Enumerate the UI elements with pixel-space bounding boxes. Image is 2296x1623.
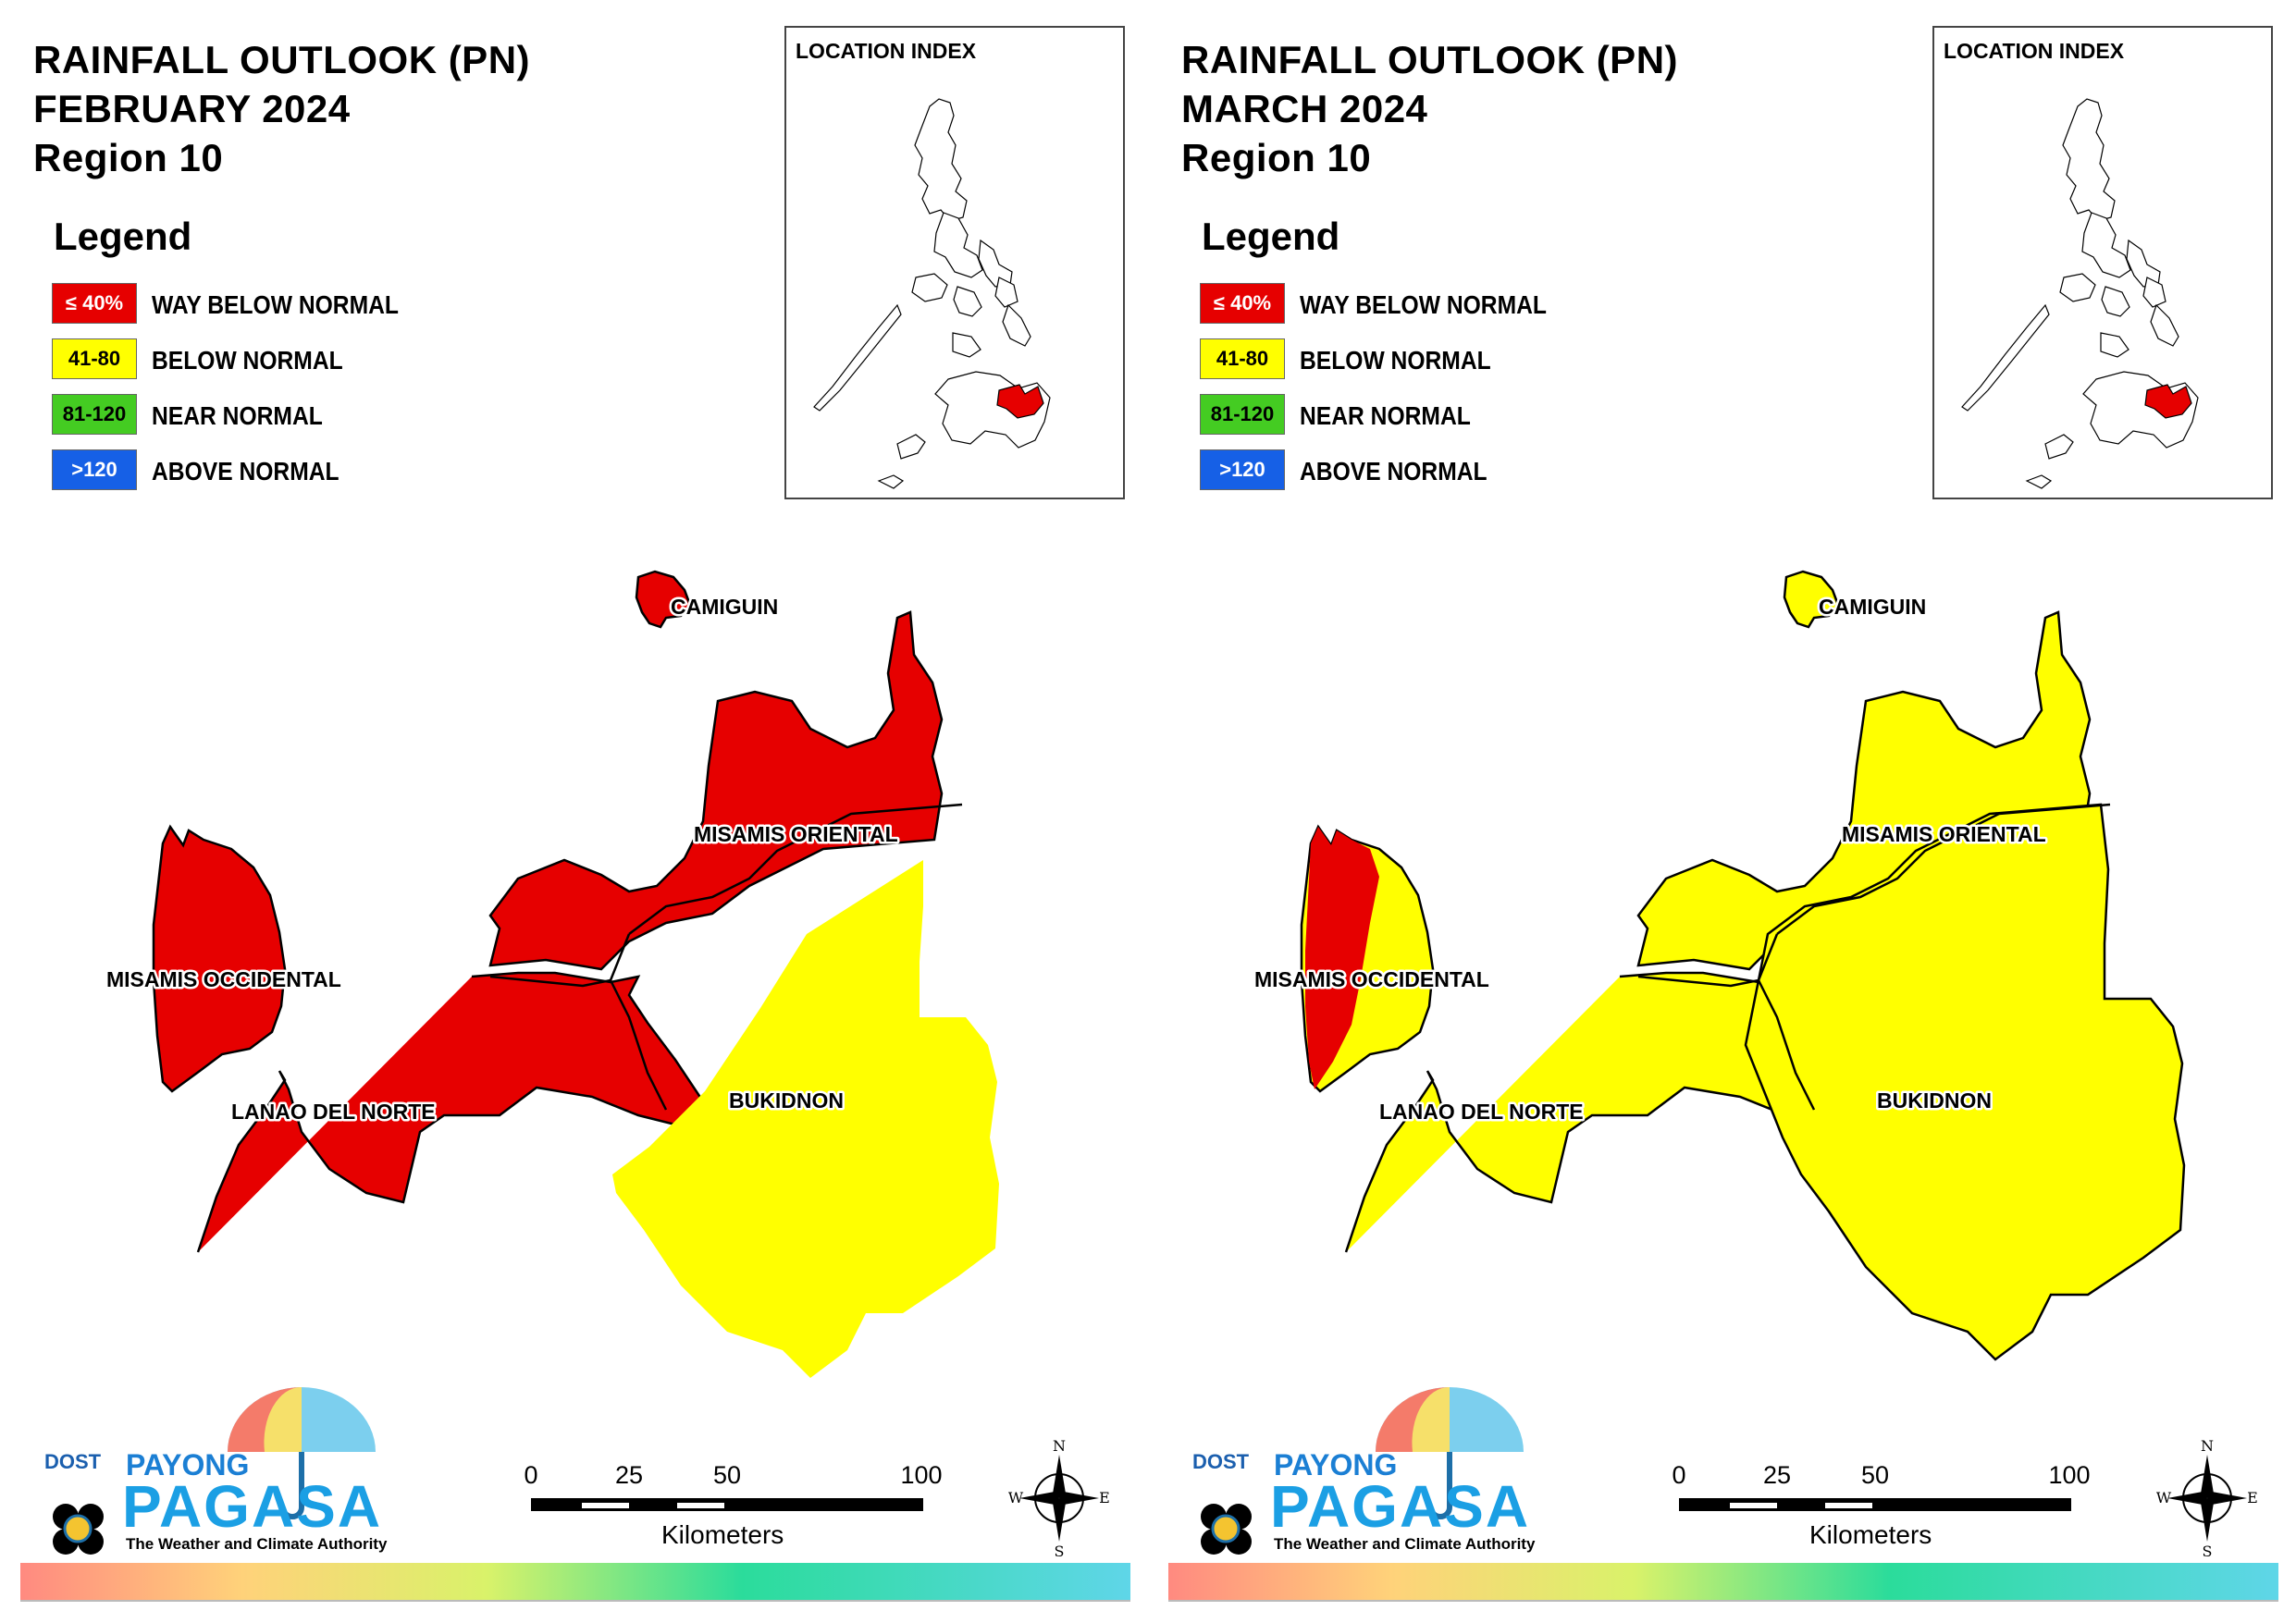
scale-tick-25: 25 — [614, 1461, 644, 1489]
dost-label: DOST — [1192, 1450, 1250, 1473]
lanao-del-norte-label: LANAO DEL NORTE — [1379, 1100, 1584, 1124]
compass-s: S — [1055, 1543, 1065, 1558]
region-10-highlight — [2144, 384, 2192, 419]
misamis-oriental-label: MISAMIS ORIENTAL — [1842, 822, 2046, 846]
footer-gradient-bar — [20, 1563, 1130, 1600]
misamis-occidental-label: MISAMIS OCCIDENTAL — [106, 967, 341, 991]
title-line-3: Region 10 — [1181, 136, 1372, 179]
compass-e: E — [1099, 1489, 1110, 1506]
title-line-3: Region 10 — [33, 136, 224, 179]
legend-title: Legend — [1202, 215, 1340, 258]
scale-unit: Kilometers — [661, 1520, 784, 1549]
footer-divider — [20, 1600, 1130, 1602]
location-index-inset: LOCATION INDEX — [1932, 26, 2273, 499]
north-arrow-compass: N S W E — [1008, 1437, 1110, 1560]
bukidnon-label: BUKIDNON — [1877, 1088, 1992, 1113]
compass-rose-icon: N S W E — [1008, 1437, 1110, 1560]
compass-w: W — [2156, 1489, 2172, 1506]
payong-pagasa-logo: DOST PAYONG PAGASA The Weather and Clima… — [33, 1386, 403, 1563]
camiguin-label: CAMIGUIN — [1819, 595, 1926, 619]
footer-gradient-bar — [1168, 1563, 2278, 1600]
philippines-outline-map — [813, 98, 1051, 489]
legend-label: NEAR NORMAL — [152, 401, 323, 430]
pagasa-label: PAGASA — [1270, 1473, 1531, 1540]
legend-label: BELOW NORMAL — [152, 346, 343, 375]
legend-label: BELOW NORMAL — [1300, 346, 1491, 375]
scale-tick-50: 50 — [1860, 1461, 1890, 1489]
camiguin-area — [635, 570, 692, 629]
scale-bar: 0 25 50 100 Kilometers — [1666, 1461, 2092, 1563]
compass-n: N — [2201, 1438, 2214, 1455]
legend-swatch: ≤ 40% — [1200, 283, 1285, 324]
location-index-label: LOCATION INDEX — [796, 39, 977, 63]
philippines-outline-map — [1961, 98, 2199, 489]
legend-swatch: >120 — [1200, 449, 1285, 490]
legend-label: WAY BELOW NORMAL — [1300, 290, 1547, 319]
legend-title: Legend — [54, 215, 192, 258]
misamis-oriental-area — [488, 610, 944, 971]
compass-n: N — [1053, 1438, 1066, 1455]
map-title: RAINFALL OUTLOOK (PN) FEBRUARY 2024 Regi… — [33, 35, 530, 182]
payong-label: PAYONG — [1274, 1448, 1398, 1482]
misamis-occidental-west-strip — [1305, 827, 1379, 1089]
title-line-2: FEBRUARY 2024 — [33, 87, 351, 130]
misamis-occidental-label: MISAMIS OCCIDENTAL — [1254, 967, 1489, 991]
bukidnon-area — [1744, 803, 2186, 1361]
misamis-occidental-area — [152, 824, 287, 1093]
camiguin-area — [1783, 570, 1840, 629]
outlook-panel-march: RAINFALL OUTLOOK (PN) MARCH 2024 Region … — [1148, 0, 2296, 1623]
scale-tick-0: 0 — [524, 1461, 538, 1489]
pagasa-emblem — [53, 1386, 376, 1555]
scale-tick-100: 100 — [2048, 1461, 2091, 1489]
payong-pagasa-logo: DOST PAYONG PAGASA The Weather and Clima… — [1181, 1386, 1551, 1563]
legend-label: ABOVE NORMAL — [152, 457, 339, 486]
legend-label: NEAR NORMAL — [1300, 401, 1471, 430]
footer-divider — [1168, 1600, 2278, 1602]
legend-swatch: ≤ 40% — [52, 283, 137, 324]
legend-swatch: 41-80 — [52, 338, 137, 379]
legend-swatch: 81-120 — [52, 394, 137, 435]
scale-tick-50: 50 — [712, 1461, 742, 1489]
scale-bar-graphic — [1679, 1498, 2071, 1511]
location-index-label: LOCATION INDEX — [1944, 39, 2125, 63]
tagline: The Weather and Climate Authority — [126, 1535, 388, 1553]
compass-e: E — [2247, 1489, 2258, 1506]
title-line-1: RAINFALL OUTLOOK (PN) — [33, 38, 531, 81]
scale-unit: Kilometers — [1809, 1520, 1932, 1549]
legend-label: WAY BELOW NORMAL — [152, 290, 399, 319]
lanao-del-norte-area — [196, 971, 714, 1253]
scale-bar-graphic — [531, 1498, 923, 1511]
legend-swatch: 81-120 — [1200, 394, 1285, 435]
outlook-panel-february: RAINFALL OUTLOOK (PN) FEBRUARY 2024 Regi… — [20, 26, 1130, 1602]
scale-tick-0: 0 — [1672, 1461, 1686, 1489]
title-line-1: RAINFALL OUTLOOK (PN) — [1181, 38, 1679, 81]
legend-swatch: 41-80 — [1200, 338, 1285, 379]
bukidnon-east-split — [612, 860, 999, 1378]
compass-rose-icon: N S W E — [2156, 1437, 2258, 1560]
region-10-highlight — [996, 384, 1044, 419]
scale-tick-25: 25 — [1762, 1461, 1792, 1489]
pagasa-label: PAGASA — [122, 1473, 383, 1540]
region-10-map: CAMIGUIN MISAMIS ORIENTAL MISAMIS OCCIDE… — [1253, 570, 2186, 1361]
region-10-map: CAMIGUIN MISAMIS ORIENTAL MISAMIS OCCIDE… — [105, 570, 999, 1378]
title-line-2: MARCH 2024 — [1181, 87, 1428, 130]
dost-label: DOST — [44, 1450, 102, 1473]
misamis-oriental-label: MISAMIS ORIENTAL — [694, 822, 898, 846]
lanao-del-norte-label: LANAO DEL NORTE — [231, 1100, 436, 1124]
bukidnon-label: BUKIDNON — [729, 1088, 844, 1113]
north-arrow-compass: N S W E — [2156, 1437, 2258, 1560]
payong-label: PAYONG — [126, 1448, 250, 1482]
tagline: The Weather and Climate Authority — [1274, 1535, 1536, 1553]
map-title: RAINFALL OUTLOOK (PN) MARCH 2024 Region … — [1181, 35, 1678, 182]
scale-bar: 0 25 50 100 Kilometers — [518, 1461, 944, 1563]
scale-tick-100: 100 — [900, 1461, 943, 1489]
legend-swatch: >120 — [52, 449, 137, 490]
location-index-inset: LOCATION INDEX — [784, 26, 1125, 499]
pagasa-emblem — [1201, 1386, 1524, 1555]
compass-s: S — [2203, 1543, 2213, 1558]
compass-w: W — [1008, 1489, 1024, 1506]
camiguin-label: CAMIGUIN — [671, 595, 778, 619]
legend-label: ABOVE NORMAL — [1300, 457, 1487, 486]
